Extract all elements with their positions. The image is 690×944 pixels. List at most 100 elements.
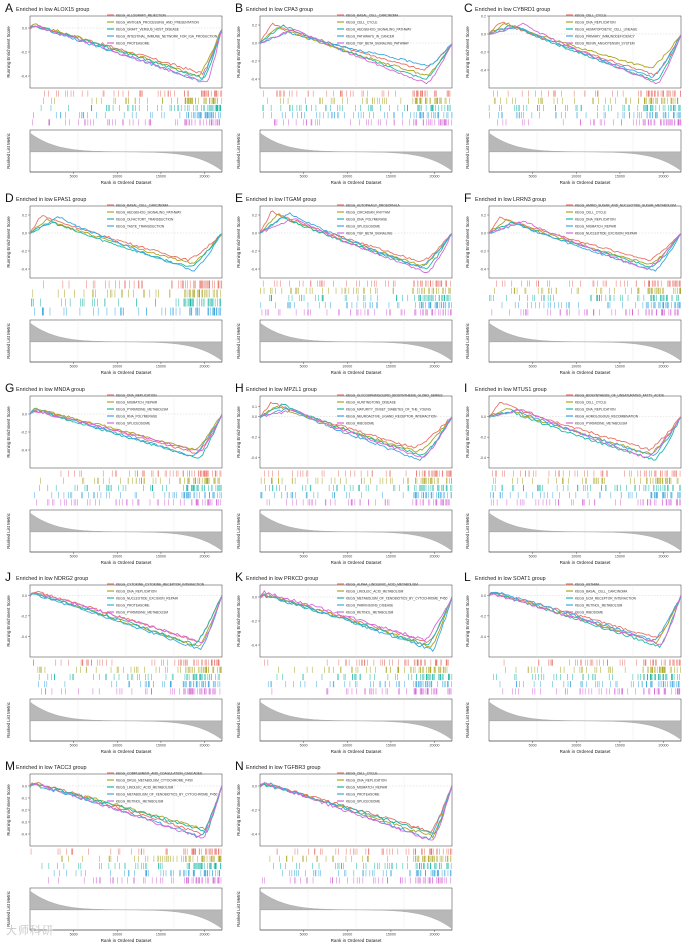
panel-letter: N (235, 759, 244, 773)
y-tick-label: 0.2 (252, 24, 257, 28)
x-tick-label: 10000 (571, 744, 581, 748)
panel-title: Enriched in low EPAS1 group (16, 197, 86, 203)
x-tick-label: 15000 (386, 365, 396, 369)
legend-label: KEGG_RETINOL_METABOLISM (575, 603, 623, 607)
legend-label: KEGG_CYTOKINE_CYTOKINE_RECEPTOR_INTERACT… (116, 582, 205, 586)
x-tick-label: 15000 (615, 555, 625, 559)
x-tick-label: 5000 (529, 555, 537, 559)
legend-label: KEGG_MISMATCH_REPAIR (116, 400, 158, 404)
x-tick-label: 5000 (70, 933, 78, 937)
es-curve-5 (29, 783, 223, 839)
panel-title: Enriched in low LRRN3 group (475, 197, 546, 203)
x-tick-label: 20000 (430, 365, 440, 369)
legend-label: KEGG_CELL_CYCLE (575, 400, 606, 404)
legend-label: KEGG_CELL_CYCLE (346, 771, 377, 775)
x-tick-label: 20000 (430, 933, 440, 937)
y-axis-label: Ranked List Metric (236, 512, 241, 548)
legend-label: KEGG_CELL_CYCLE (575, 13, 606, 17)
legend-label: KEGG_PYRIMIDINE_METABOLISM (116, 407, 168, 411)
x-tick-label: 15000 (386, 555, 396, 559)
legend-label: KEGG_CELL_CYCLE (575, 210, 606, 214)
legend-label: KEGG_PARKINSONS_DISEASE (346, 603, 393, 607)
y-tick-label: 0.0 (252, 596, 257, 600)
y-tick-label: -0.2 (21, 431, 27, 435)
legend-label: KEGG_PROTEASOME (346, 792, 379, 796)
es-curve-1 (29, 409, 223, 455)
panel-letter: D (5, 191, 14, 205)
legend-label: KEGG_INTESTINAL_IMMUNE_NETWORK_FOR_IGA_P… (116, 34, 218, 38)
es-curve-4 (259, 212, 453, 269)
x-axis-label: Rank in Ordered Dataset (101, 938, 153, 943)
y-axis-label: Ranked List Metric (465, 322, 470, 358)
y-axis-label: Ranked List Metric (236, 322, 241, 358)
x-axis-label: Rank in Ordered Dataset (560, 749, 612, 754)
y-tick-label: 0.0 (22, 232, 27, 236)
es-curve-5 (29, 411, 223, 452)
legend-label: KEGG_PYRIMIDINE_METABOLISM (575, 421, 627, 425)
y-tick-label: -0.4 (480, 456, 486, 460)
es-curve-1 (488, 216, 682, 262)
x-tick-label: 5000 (300, 555, 308, 559)
panel-i: I Enriched in low MTUS1 group 0.0 -0.2 -0.4 R… (464, 381, 682, 565)
es-curve-4 (488, 223, 682, 272)
legend-label: KEGG_TGF_BETA_SIGNALING_PATHWAY (346, 41, 410, 45)
es-curve-5 (29, 25, 223, 83)
y-tick-label: 0.0 (22, 785, 27, 789)
x-axis-label: Rank in Ordered Dataset (101, 560, 153, 565)
legend-label: KEGG_SPLICEOSOME (346, 799, 380, 803)
x-tick-label: 5000 (529, 175, 537, 179)
x-tick-label: 15000 (156, 555, 166, 559)
legend-label: KEGG_DNA_POLYMERASE (346, 217, 387, 221)
y-tick-label: 0.0 (252, 232, 257, 236)
y-tick-label: -0.2 (21, 250, 27, 254)
legend-label: KEGG_ANTIGEN_PROCESSING_AND_PRESENTATION (116, 20, 199, 24)
x-axis-label: Rank in Ordered Dataset (331, 370, 383, 375)
y-axis-label: Ranked List Metric (6, 322, 11, 358)
legend-label: KEGG_DRUG_METABOLISM_CYTOCHROME_P450 (116, 778, 193, 782)
panel-a: A Enriched in low ALOX15 group 0.0 -0.2 -0.4… (5, 1, 223, 185)
panel-letter: H (235, 381, 244, 395)
watermark: 大师科研 (6, 924, 54, 937)
y-axis-label: Running Enrichment Score (465, 406, 470, 458)
y-axis-label: Running Enrichment Score (6, 26, 11, 78)
x-tick-label: 20000 (200, 555, 210, 559)
x-tick-label: 15000 (156, 175, 166, 179)
y-tick-label: -0.4 (480, 635, 486, 639)
y-tick-label: -0.4 (251, 268, 257, 272)
legend-label: KEGG_AMINO_SUGAR_AND_NUCLEOTIDE_SUGAR_ME… (575, 203, 676, 207)
panel-e: E Enriched in low ITGAM group 0.2 0.0 -0.2 -0… (235, 191, 453, 375)
panel-d: D Enriched in low EPAS1 group 0.2 0.0 -0.2 -0… (5, 191, 223, 375)
panel-letter: I (464, 381, 467, 395)
legend-label: KEGG_PATHWAYS_IN_CANCER (346, 34, 395, 38)
x-tick-label: 10000 (112, 933, 122, 937)
y-tick-label: -0.4 (251, 456, 257, 460)
panel-h: H Enriched in low MPZL1 group 0.1 0.0 -0.2 -0… (235, 381, 453, 565)
y-axis-label: Running Enrichment Score (236, 216, 241, 268)
y-axis-label: Running Enrichment Score (6, 406, 11, 458)
y-tick-label: -0.2 (480, 250, 486, 254)
x-tick-label: 10000 (112, 555, 122, 559)
x-tick-label: 20000 (430, 555, 440, 559)
legend-label: KEGG_SPLICEOSOME (346, 224, 380, 228)
y-axis-label: Running Enrichment Score (465, 595, 470, 647)
x-tick-label: 5000 (70, 744, 78, 748)
y-tick-label: -0.4 (480, 69, 486, 73)
es-curve-4 (259, 594, 453, 653)
y-axis-label: Running Enrichment Score (6, 784, 11, 836)
es-curve-4 (29, 593, 223, 651)
legend-label: KEGG_GRAFT_VERSUS_HOST_DISEASE (116, 27, 179, 31)
es-curve-5 (259, 218, 453, 273)
legend-label: KEGG_PROTEASOME (116, 41, 149, 45)
es-curve-5 (29, 592, 223, 644)
x-tick-label: 15000 (386, 744, 396, 748)
legend-label: KEGG_LINOLEIC_ACID_METABOLISM (346, 589, 404, 593)
x-axis-label: Rank in Ordered Dataset (101, 180, 153, 185)
es-curve-1 (259, 210, 453, 263)
panel-title: Enriched in low ALOX15 group (16, 7, 89, 13)
legend-label: KEGG_BASAL_CELL_CARCINOMA (346, 13, 399, 17)
y-tick-label: -0.2 (251, 436, 257, 440)
x-axis-label: Rank in Ordered Dataset (331, 180, 383, 185)
y-axis-label: Ranked List Metric (6, 512, 11, 548)
x-axis-label: Rank in Ordered Dataset (560, 180, 612, 185)
